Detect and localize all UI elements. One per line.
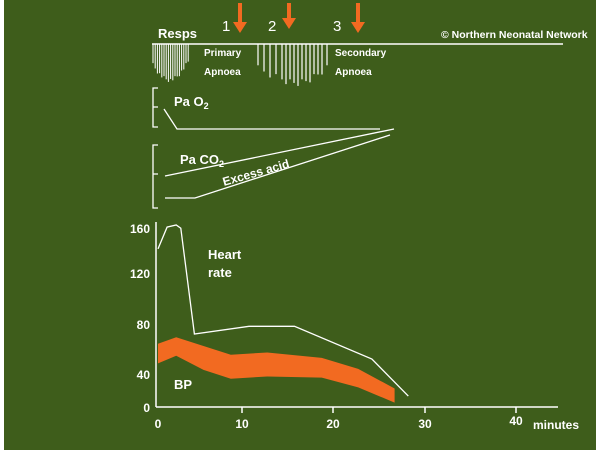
marker-2-label: 2 (268, 18, 276, 35)
y-tick-40: 40 (137, 368, 151, 382)
y-tick-120: 120 (130, 267, 150, 281)
pao2-label: Pa O2 (174, 94, 209, 111)
secondary-label-line1: Secondary (335, 48, 387, 59)
x-tick-30: 30 (418, 417, 432, 431)
excess-acid-trace (165, 134, 391, 199)
x-axis-unit-label: minutes (533, 418, 579, 432)
marker-1-label: 1 (222, 18, 230, 35)
heart-rate-line (157, 224, 409, 397)
x-tick-20: 20 (326, 417, 340, 431)
primary-label-line2: Apnoea (204, 67, 241, 78)
paco2-bracket (152, 144, 158, 209)
marker-1-arrow (233, 3, 247, 33)
y-tick-80: 80 (137, 318, 151, 332)
bp-label: BP (174, 377, 192, 392)
y-tick-labels: 160 120 80 40 0 (130, 222, 150, 415)
paco2-label: Pa CO2 (180, 152, 224, 169)
marker-3-label: 3 (333, 18, 341, 35)
y-tick-160: 160 (130, 222, 150, 236)
x-tick-0: 0 (155, 417, 162, 431)
x-tick-marks (241, 407, 517, 413)
paco2-trace (164, 128, 395, 177)
x-tick-40: 40 (509, 414, 523, 428)
primary-label-line1: Primary (204, 48, 242, 59)
copyright-text: © Northern Neonatal Network (441, 29, 588, 41)
x-tick-10: 10 (235, 417, 249, 431)
primary-gasps (152, 44, 189, 82)
marker-2-arrow (282, 3, 296, 29)
marker-3-arrow (351, 3, 365, 33)
pao2-bracket (152, 87, 158, 128)
pao2-trace (163, 108, 380, 130)
excess-acid-label: Excess acid (221, 156, 291, 188)
heart-rate-label-line2: rate (208, 265, 232, 280)
secondary-gasps (257, 44, 328, 86)
secondary-label-line2: Apnoea (335, 67, 372, 78)
bp-band (158, 337, 395, 403)
y-tick-0: 0 (143, 401, 150, 415)
heart-rate-label-line1: Heart (208, 247, 242, 262)
resps-label: Resps (158, 26, 197, 41)
